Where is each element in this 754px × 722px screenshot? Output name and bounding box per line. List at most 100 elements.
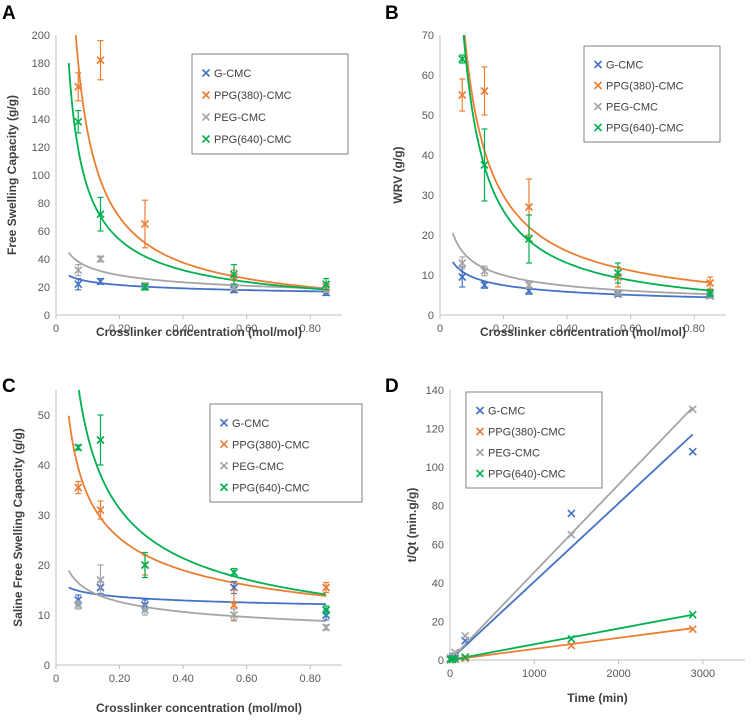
legend-box bbox=[191, 53, 349, 155]
y-tick-label: 140 bbox=[32, 114, 50, 126]
fit-curve-peg-cmc bbox=[67, 252, 327, 290]
y-tick-label: 160 bbox=[32, 86, 50, 98]
y-tick-label: 200 bbox=[32, 30, 50, 42]
data-point-ppg-640-cmc bbox=[480, 160, 489, 170]
data-point-ppg-640-cmc bbox=[461, 653, 470, 662]
y-tick-label: 60 bbox=[422, 70, 434, 82]
data-point-ppg-640-cmc bbox=[524, 234, 534, 244]
data-point-peg-cmc bbox=[74, 266, 83, 275]
y-tick-label: 40 bbox=[38, 254, 50, 266]
chart-a: A 0 0.20 0.40 0.60 0.80 0 20 40 60 80 100 120 140 160 1… bbox=[2, 3, 349, 339]
y-tick-label: 80 bbox=[38, 198, 50, 210]
data-point-peg-cmc bbox=[140, 605, 150, 615]
data-point-peg-cmc bbox=[524, 280, 534, 290]
legend-label-ppg-380-cmc: PPG(380)-CMC bbox=[214, 90, 292, 102]
data-point-ppg-640-cmc bbox=[96, 435, 105, 445]
legend-label-ppg-640-cmc: PPG(640)-CMC bbox=[488, 469, 566, 481]
y-tick-label: 10 bbox=[422, 270, 434, 282]
data-point-ppg-380-cmc bbox=[140, 219, 150, 229]
legend-label-peg-cmc: PEG-CMC bbox=[214, 112, 266, 124]
x-tick-label: 0.80 bbox=[300, 323, 321, 335]
legend-marker-ppg-380-cmc bbox=[475, 427, 485, 436]
legend: G-CMC PPG(380)-CMC PEG-CMC PPG(640)-CMC bbox=[465, 391, 603, 489]
panel-letter: C bbox=[2, 376, 16, 397]
data-point-ppg-640-cmc bbox=[322, 605, 331, 615]
legend-label-peg-cmc: PEG-CMC bbox=[488, 448, 540, 460]
legend-label-ppg-640-cmc: PPG(640)-CMC bbox=[606, 123, 684, 135]
data-point-ppg-380-cmc bbox=[480, 86, 489, 96]
fit-curve-g-cmc bbox=[451, 261, 711, 299]
legend-label-g-cmc: G-CMC bbox=[606, 60, 643, 72]
legend-label-g-cmc: G-CMC bbox=[488, 406, 525, 418]
legend-label-ppg-640-cmc: PPG(640)-CMC bbox=[232, 482, 310, 494]
fit-curve-g-cmc bbox=[450, 433, 694, 660]
data-point-ppg-640-cmc bbox=[567, 634, 576, 643]
legend-marker-ppg-640-cmc bbox=[201, 134, 211, 144]
y-tick-label: 20 bbox=[432, 616, 444, 628]
data-point-peg-cmc bbox=[461, 631, 470, 640]
legend-marker-peg-cmc bbox=[593, 102, 603, 111]
legend-label-g-cmc: G-CMC bbox=[232, 418, 269, 430]
y-tick-label: 80 bbox=[432, 501, 444, 513]
y-tick-label: 50 bbox=[422, 110, 434, 122]
data-point-ppg-380-cmc bbox=[688, 625, 697, 634]
y-tick-label: 40 bbox=[38, 460, 50, 472]
legend-marker-ppg-380-cmc bbox=[201, 90, 211, 100]
legend: G-CMC PPG(380)-CMC PEG-CMC PPG(640)-CMC bbox=[583, 45, 721, 143]
data-point-ppg-640-cmc bbox=[613, 268, 623, 278]
data-point-ppg-380-cmc bbox=[96, 505, 105, 515]
data-point-peg-cmc bbox=[613, 288, 623, 298]
y-tick-label: 20 bbox=[38, 282, 50, 294]
x-tick-label: 0 bbox=[437, 323, 443, 335]
data-point-ppg-640-cmc bbox=[458, 54, 467, 64]
data-point-ppg-640-cmc bbox=[450, 654, 460, 663]
data-point-ppg-640-cmc bbox=[74, 443, 83, 452]
x-tick-label: 2000 bbox=[606, 668, 630, 680]
data-point-g-cmc bbox=[74, 280, 83, 289]
y-axis-title: t/Qt (min.g/g) bbox=[405, 488, 419, 563]
fit-curve-ppg-640-cmc bbox=[67, 62, 327, 291]
data-point-peg-cmc bbox=[229, 610, 239, 620]
legend-label-g-cmc: G-CMC bbox=[214, 68, 251, 80]
x-tick-label: 0.20 bbox=[109, 323, 130, 335]
data-point-ppg-380-cmc bbox=[458, 90, 467, 100]
x-tick-label: 0 bbox=[53, 323, 59, 335]
data-point-ppg-380-cmc bbox=[567, 641, 576, 650]
fit-curve-peg-cmc bbox=[67, 570, 327, 622]
legend-marker-ppg-640-cmc bbox=[475, 469, 485, 478]
fit-curve-ppg-380-cmc bbox=[74, 35, 327, 290]
data-point-ppg-380-cmc bbox=[322, 583, 331, 592]
y-tick-label: 40 bbox=[432, 578, 444, 590]
data-point-ppg-380-cmc bbox=[74, 483, 83, 492]
legend-marker-g-cmc bbox=[475, 406, 485, 415]
fit-curve-g-cmc bbox=[68, 586, 327, 606]
panel-letter: D bbox=[385, 376, 399, 397]
legend-box bbox=[209, 403, 363, 503]
data-point-ppg-640-cmc bbox=[448, 655, 457, 664]
x-tick-label: 0.40 bbox=[556, 323, 577, 335]
legend-marker-peg-cmc bbox=[475, 448, 485, 457]
y-tick-label: 20 bbox=[422, 230, 434, 242]
panel-letter: A bbox=[2, 3, 16, 24]
legend-marker-ppg-640-cmc bbox=[219, 483, 229, 492]
x-tick-label: 0.40 bbox=[172, 673, 193, 685]
data-point-peg-cmc bbox=[480, 266, 489, 276]
chart-c: C 0 0.20 0.40 0.60 0.80 0 10 20 30 40 50 Crosslinker… bbox=[2, 376, 363, 715]
legend-label-ppg-380-cmc: PPG(380)-CMC bbox=[606, 81, 684, 93]
data-point-g-cmc bbox=[458, 272, 467, 282]
data-point-ppg-380-cmc bbox=[461, 654, 470, 663]
y-axis-title: WRV (g/g) bbox=[391, 146, 405, 203]
y-tick-label: 0 bbox=[44, 660, 50, 672]
data-point-ppg-640-cmc bbox=[688, 610, 697, 619]
legend-marker-ppg-380-cmc bbox=[593, 81, 603, 90]
legend-marker-peg-cmc bbox=[219, 461, 229, 470]
legend-box bbox=[583, 45, 721, 143]
fit-curve-ppg-640-cmc bbox=[450, 613, 693, 660]
data-point-peg-cmc bbox=[96, 254, 105, 264]
x-tick-label: 0.80 bbox=[684, 323, 705, 335]
fit-curve-ppg-380-cmc bbox=[450, 627, 693, 660]
data-point-ppg-380-cmc bbox=[524, 202, 534, 212]
y-tick-label: 100 bbox=[32, 170, 50, 182]
x-tick-label: 0 bbox=[53, 673, 59, 685]
